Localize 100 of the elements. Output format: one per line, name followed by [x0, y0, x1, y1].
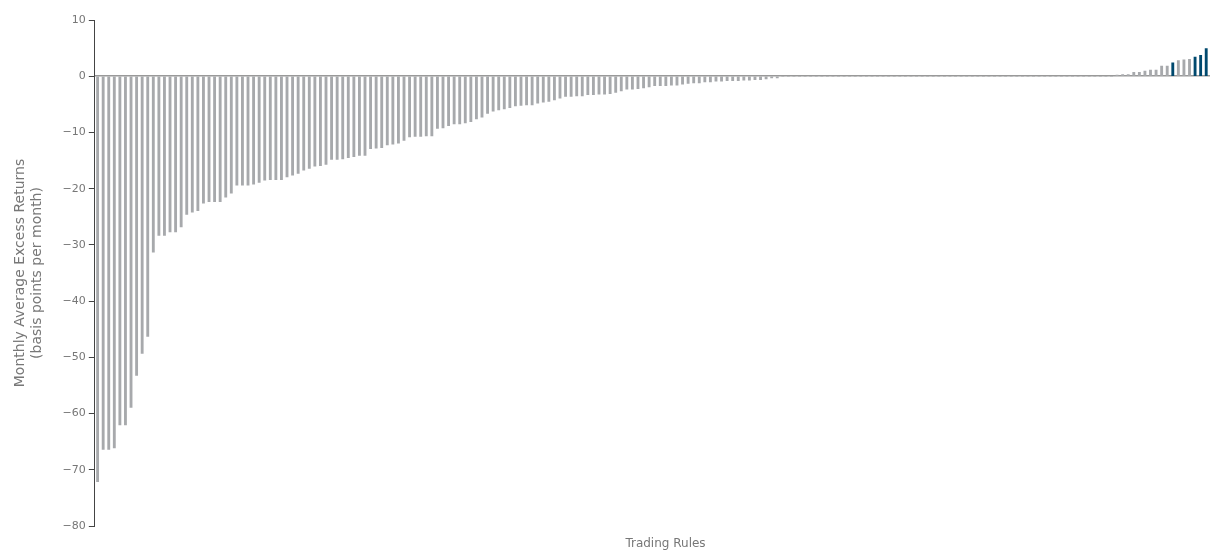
bar	[135, 76, 139, 376]
bar	[1154, 69, 1158, 77]
bar	[647, 76, 651, 88]
bar	[408, 76, 411, 138]
bar	[502, 76, 506, 110]
bar	[720, 76, 723, 82]
bar	[385, 76, 389, 146]
bar	[319, 76, 322, 166]
bar	[591, 76, 595, 96]
bar	[313, 76, 317, 167]
bar	[1160, 65, 1164, 77]
bar	[174, 76, 178, 233]
bar	[669, 76, 673, 86]
bar	[552, 76, 556, 101]
bar	[190, 76, 194, 213]
y-tick-label: −20	[62, 181, 86, 195]
bar	[742, 76, 746, 81]
bar	[686, 76, 690, 84]
bar	[257, 76, 261, 183]
bar	[703, 76, 707, 83]
bar	[447, 76, 450, 127]
bar	[725, 76, 729, 82]
y-tick-label: −40	[62, 293, 86, 307]
bar	[101, 76, 105, 450]
bar	[452, 76, 456, 125]
x-axis-title: Trading Rules	[624, 536, 707, 550]
bar	[229, 76, 233, 194]
y-tick-label: 10	[71, 12, 86, 26]
bar	[436, 76, 439, 129]
bar	[202, 76, 205, 204]
y-tick-label: −10	[62, 125, 86, 139]
bar	[536, 76, 540, 104]
bar	[151, 76, 155, 253]
bar	[112, 76, 116, 449]
bar	[263, 76, 267, 181]
bar	[614, 76, 618, 93]
bar	[419, 76, 423, 137]
bar	[658, 76, 662, 87]
bar	[185, 76, 189, 215]
bar	[346, 76, 350, 159]
bar	[463, 76, 467, 124]
bar	[374, 76, 378, 149]
bar	[96, 76, 100, 482]
bar	[274, 76, 278, 180]
bar	[1176, 60, 1180, 77]
bar	[1199, 55, 1203, 77]
bar	[586, 76, 590, 96]
y-tick-label: −30	[62, 237, 86, 251]
bar	[1132, 71, 1136, 77]
bar	[330, 76, 334, 160]
bar	[692, 76, 696, 84]
bar	[530, 76, 534, 106]
bar	[424, 76, 428, 137]
bar	[525, 76, 528, 106]
bar	[252, 76, 256, 185]
bar	[603, 76, 606, 95]
y-axis-title: Monthly Average Excess Returns (basis points per month)	[11, 158, 44, 388]
bar	[608, 76, 612, 94]
bar	[369, 76, 373, 150]
bar	[642, 76, 645, 89]
bar	[358, 76, 361, 156]
bar	[547, 76, 551, 102]
bar	[224, 76, 228, 198]
bar	[569, 76, 573, 97]
bar	[497, 76, 501, 111]
bar	[491, 76, 495, 112]
bar	[731, 76, 735, 82]
bar	[580, 76, 584, 97]
bar	[430, 76, 434, 137]
bar	[681, 76, 684, 85]
bar	[1171, 62, 1175, 77]
bar	[486, 76, 489, 114]
bar	[1193, 56, 1197, 77]
bar	[708, 76, 712, 83]
bar	[146, 76, 150, 337]
bar	[179, 76, 183, 228]
bar	[736, 76, 740, 82]
bar	[291, 76, 295, 176]
bar	[140, 76, 144, 354]
bar	[218, 76, 222, 202]
bar	[1188, 59, 1191, 77]
bar	[541, 76, 545, 103]
bar	[653, 76, 657, 87]
bar	[1149, 69, 1152, 77]
bar	[268, 76, 272, 180]
bar	[747, 76, 751, 81]
bar	[664, 76, 668, 87]
bar	[307, 76, 311, 169]
bar	[235, 76, 239, 186]
bar	[157, 76, 161, 236]
bar	[397, 76, 400, 144]
bar	[508, 76, 512, 109]
y-tick-label: −70	[62, 462, 86, 476]
y-tick-label: 0	[78, 69, 86, 83]
bar	[196, 76, 200, 211]
bar	[469, 76, 473, 123]
bar	[1204, 48, 1208, 77]
bar	[630, 76, 634, 90]
bar	[107, 76, 111, 450]
bar	[296, 76, 300, 174]
